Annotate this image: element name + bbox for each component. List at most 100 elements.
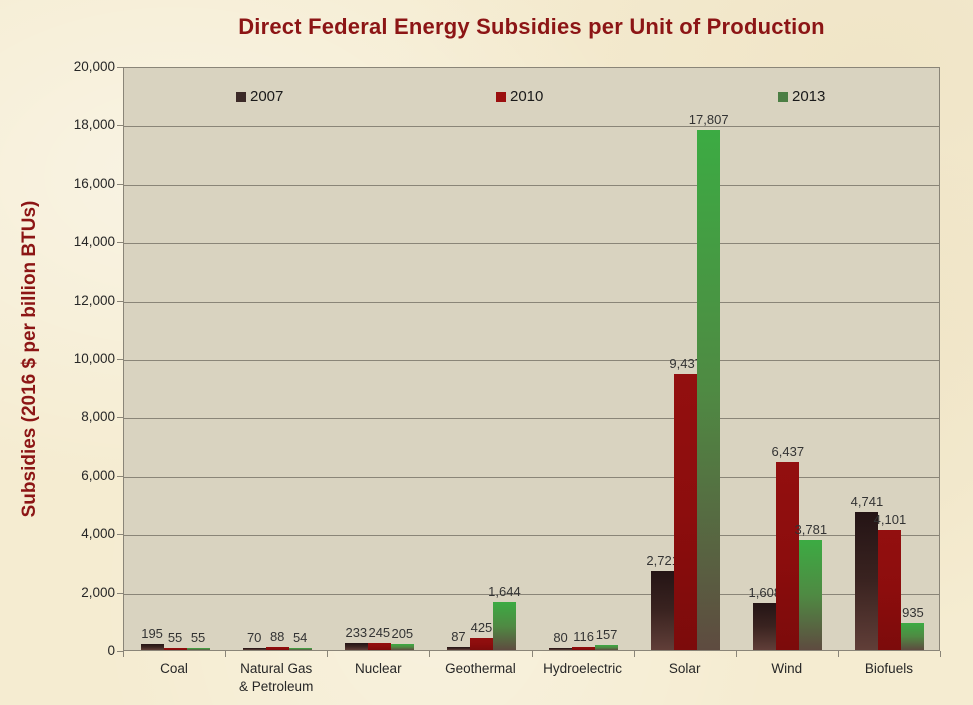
bar-2007-hydroelectric xyxy=(549,647,573,650)
x-tick-mark xyxy=(940,651,941,657)
y-tick-label: 8,000 xyxy=(81,409,115,425)
y-tick-label: 16,000 xyxy=(73,175,115,191)
x-axis-label-wind: Wind xyxy=(771,661,803,676)
y-tick-mark xyxy=(117,67,123,68)
legend-label-2013: 2013 xyxy=(792,88,826,105)
bar-value-label: 6,437 xyxy=(771,444,805,460)
legend-marker-2007-icon xyxy=(236,91,246,102)
gridline xyxy=(124,184,939,186)
x-tick-mark xyxy=(735,651,737,657)
x-axis-label-geothermal: Geothermal xyxy=(445,661,516,676)
y-tick-mark xyxy=(117,125,123,127)
x-axis-label-coal: Coal xyxy=(160,661,188,676)
bar-value-label: 157 xyxy=(595,627,618,643)
bar-value-label: 245 xyxy=(368,624,391,640)
bar-2013-hydroelectric xyxy=(595,645,619,650)
bar-2007-wind xyxy=(753,603,777,650)
x-axis-label-solar: Solar xyxy=(668,661,701,676)
y-tick-mark xyxy=(117,359,123,360)
bar-2013-natural-gas-petroleum xyxy=(288,648,312,650)
bar-2010-coal xyxy=(163,648,187,650)
y-tick-label: 2,000 xyxy=(81,584,115,600)
bar-value-label: 80 xyxy=(553,629,568,645)
bar-2013-geothermal xyxy=(492,602,516,650)
bar-2010-natural-gas-petroleum xyxy=(265,647,289,650)
bar-value-label: 9,437 xyxy=(669,356,702,372)
legend-label-2007: 2007 xyxy=(250,88,284,105)
gridline xyxy=(124,243,939,245)
bar-2013-biofuels xyxy=(901,622,925,650)
bar-2010-hydroelectric xyxy=(572,646,596,650)
bar-value-label: 70 xyxy=(246,629,262,645)
x-tick-mark xyxy=(531,651,533,657)
gridline xyxy=(124,126,939,128)
bar-value-label: 116 xyxy=(573,628,594,644)
bar-value-label: 1,608 xyxy=(748,585,782,601)
y-tick-mark xyxy=(117,592,123,594)
bar-2007-natural-gas-petroleum xyxy=(242,647,266,650)
legend-item-2013: 2013 xyxy=(778,88,825,105)
bar-2007-biofuels xyxy=(855,511,879,650)
bar-2013-nuclear xyxy=(390,644,414,650)
x-tick-mark xyxy=(327,651,329,657)
bar-2007-geothermal xyxy=(446,647,470,650)
legend-label-2010: 2010 xyxy=(510,88,544,105)
bar-2013-wind xyxy=(799,539,823,650)
y-tick-mark xyxy=(117,475,123,477)
y-tick-mark xyxy=(117,417,123,419)
bar-2007-nuclear xyxy=(344,643,368,650)
bar-value-label: 2,721 xyxy=(646,552,679,568)
bar-value-label: 55 xyxy=(190,630,206,646)
y-tick-label: 14,000 xyxy=(73,234,115,250)
bar-value-label: 425 xyxy=(470,619,493,635)
gridline xyxy=(124,418,939,420)
bar-value-label: 55 xyxy=(167,630,183,646)
bar-2007-solar xyxy=(651,570,675,650)
bar-value-label: 88 xyxy=(269,629,285,645)
bar-value-label: 54 xyxy=(292,630,308,646)
bar-value-label: 17,807 xyxy=(688,112,729,128)
legend-marker-2013-icon xyxy=(778,91,788,102)
bar-2013-solar xyxy=(697,130,721,650)
bar-2010-geothermal xyxy=(469,637,493,650)
bar-value-label: 205 xyxy=(391,626,414,642)
y-tick-label: 4,000 xyxy=(81,526,115,542)
legend-item-2007: 2007 xyxy=(236,88,283,105)
x-axis-label-nuclear: Nuclear xyxy=(355,661,402,676)
y-tick-label: 10,000 xyxy=(73,351,115,366)
gridline xyxy=(124,535,939,537)
bar-2010-wind xyxy=(776,462,800,650)
bar-2010-biofuels xyxy=(878,530,902,650)
x-tick-mark xyxy=(837,651,839,657)
y-tick-mark xyxy=(117,534,123,536)
y-tick-mark xyxy=(117,300,123,302)
y-tick-label: 20,000 xyxy=(73,59,115,74)
bar-2010-nuclear xyxy=(367,642,391,650)
legend-item-2010: 2010 xyxy=(496,88,543,105)
chart-title: Direct Federal Energy Subsidies per Unit… xyxy=(238,14,825,39)
bar-2010-solar xyxy=(674,374,698,650)
gridline xyxy=(124,593,939,595)
y-tick-label: 0 xyxy=(107,643,115,658)
bar-value-label: 1,644 xyxy=(488,584,521,599)
x-tick-mark xyxy=(633,651,635,657)
bar-2013-coal xyxy=(186,648,210,650)
x-axis-label-natural-gas-petroleum: Natural Gas & Petroleum xyxy=(239,661,314,695)
x-tick-mark xyxy=(429,651,431,657)
gridline xyxy=(124,360,939,361)
x-tick-mark xyxy=(123,651,124,657)
legend-marker-2010-icon xyxy=(496,91,506,102)
gridline xyxy=(124,301,939,303)
bar-value-label: 195 xyxy=(141,626,163,642)
plot-area: 2007 2010 2013 195 55 55 70 88 54 233 245 205 87 4… xyxy=(123,67,940,651)
x-tick-mark xyxy=(225,651,227,657)
bar-value-label: 935 xyxy=(902,604,924,620)
y-tick-label: 12,000 xyxy=(73,292,115,308)
y-tick-mark xyxy=(117,651,123,652)
x-axis-label-hydroelectric: Hydroelectric xyxy=(543,661,622,676)
bar-2007-coal xyxy=(140,644,164,650)
gridline xyxy=(124,476,939,478)
y-tick-label: 6,000 xyxy=(81,467,115,483)
bar-value-label: 4,101 xyxy=(873,512,907,528)
